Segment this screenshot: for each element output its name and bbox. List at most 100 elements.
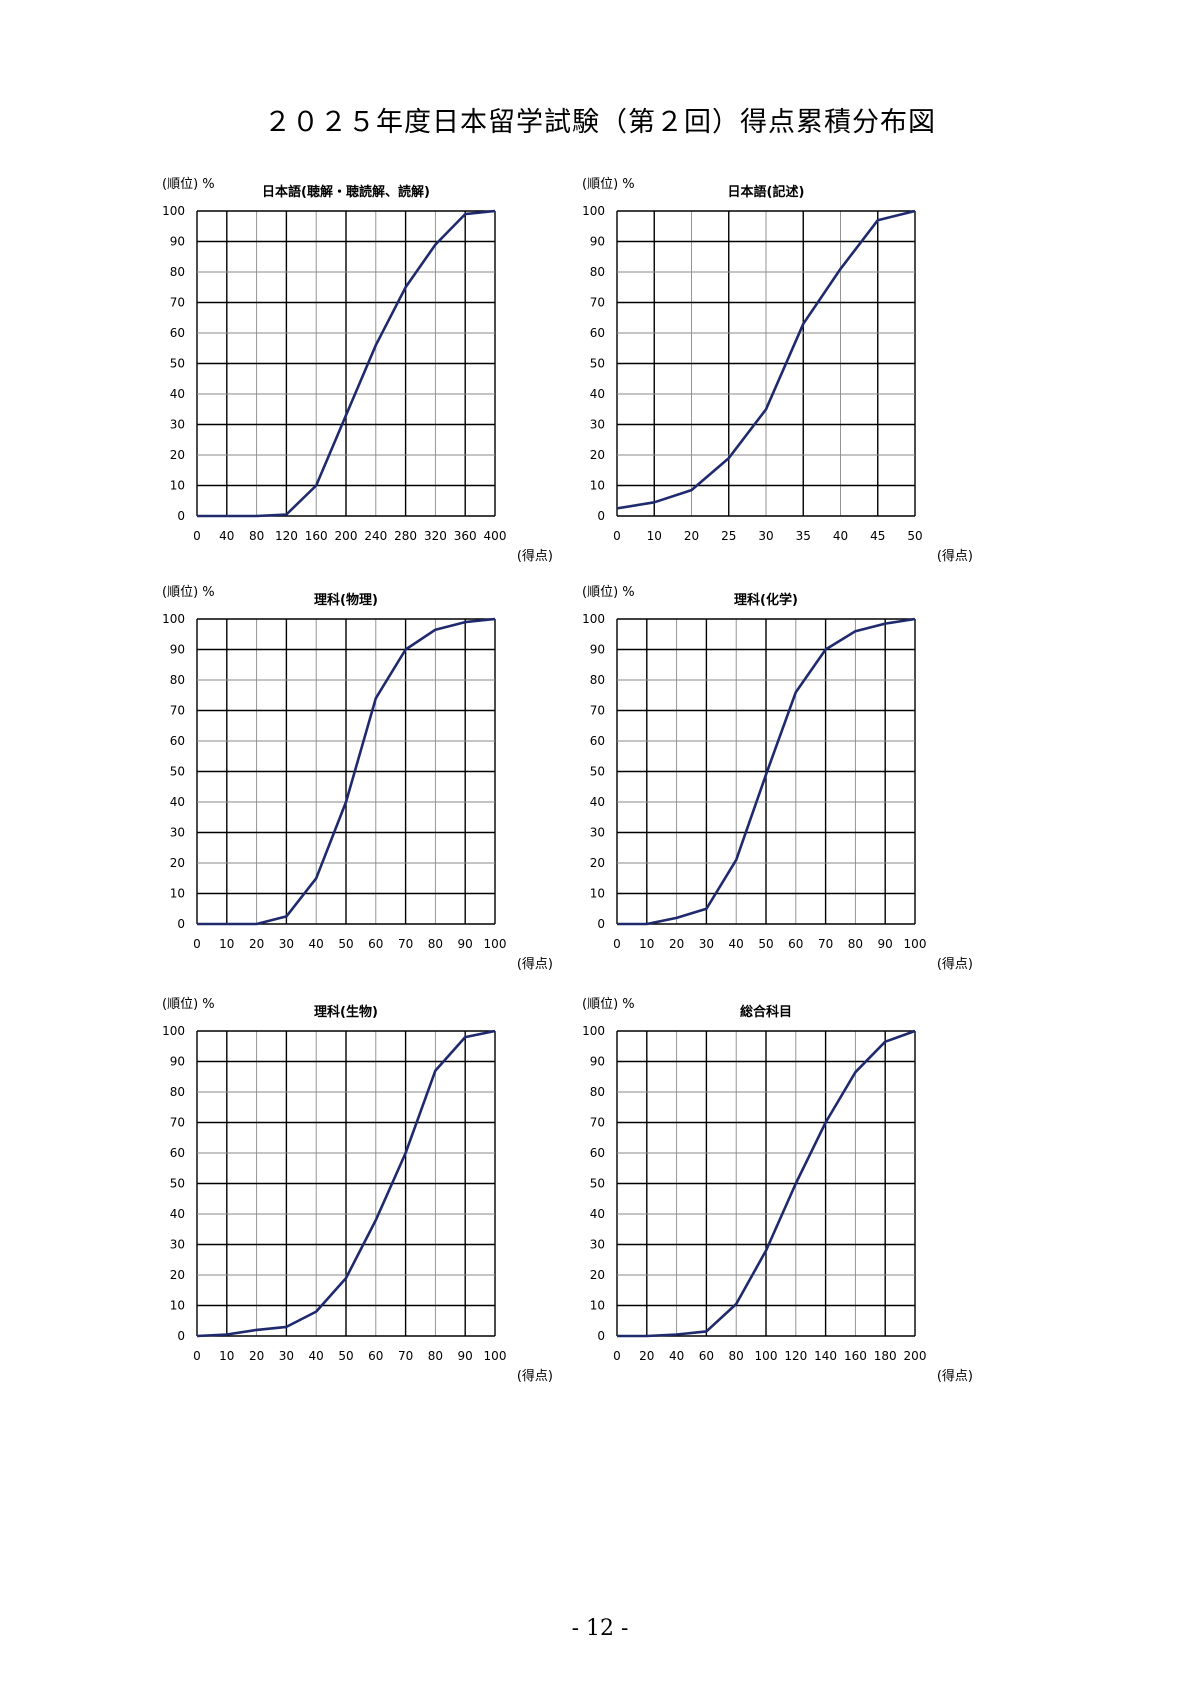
chart-general-subjects: 0 10 20 30 40 50 60 70 80 90 100 0 20 40 60 80 100 120 140… [582, 996, 1052, 1426]
y-tick-label: 0 [597, 509, 605, 523]
y-tick-label: 20 [170, 1268, 185, 1282]
y-tick-label: 60 [590, 734, 605, 748]
x-tick-label: 120 [784, 1349, 807, 1363]
x-tick-label: 80 [729, 1349, 744, 1363]
y-tick-label: 80 [590, 1085, 605, 1099]
y-tick-label: 50 [590, 765, 605, 779]
x-tick-label: 70 [398, 937, 413, 951]
y-tick-label: 0 [597, 1329, 605, 1343]
y-tick-label: 0 [177, 1329, 185, 1343]
x-tick-label: 90 [878, 937, 893, 951]
cumulative-series-line [617, 617, 916, 926]
y-tick-label: 10 [590, 479, 605, 493]
x-axis-label: (得点) [937, 1368, 973, 1384]
x-tick-label: 60 [699, 1349, 714, 1363]
y-tick-label: 80 [590, 265, 605, 279]
y-tick-label: 80 [170, 673, 185, 687]
y-tick-label: 50 [170, 765, 185, 779]
x-tick-label: 200 [335, 529, 358, 543]
cumulative-distribution-chart: 0 10 20 30 40 50 60 70 80 90 100 0 10 20 30 40 50 60 70 80 9… [162, 997, 553, 1384]
y-tick-label: 40 [590, 795, 605, 809]
chart-title: 日本語(聴解・聴読解、読解) [262, 184, 430, 200]
y-tick-label: 20 [590, 1268, 605, 1282]
y-tick-label: 50 [590, 357, 605, 371]
page-title: ２０２５年度日本留学試験（第２回）得点累積分布図 [264, 107, 936, 138]
y-tick-label: 40 [170, 795, 185, 809]
cumulative-distribution-chart: 0 10 20 30 40 50 60 70 80 90 100 0 10 20 25 30 35 40 45 50 (… [582, 177, 973, 564]
x-axis-label: (得点) [937, 956, 973, 972]
chart-title: 理科(物理) [314, 592, 378, 608]
y-tick-label: 30 [590, 1238, 605, 1252]
x-tick-label: 30 [279, 1349, 294, 1363]
x-tick-label: 10 [219, 1349, 234, 1363]
y-tick-label: 50 [170, 357, 185, 371]
cumulative-distribution-chart: 0 10 20 30 40 50 60 70 80 90 100 0 40 80 120 160 200 240 2… [162, 177, 553, 564]
x-tick-label: 50 [758, 937, 773, 951]
y-tick-label: 60 [170, 326, 185, 340]
x-tick-label: 40 [309, 1349, 324, 1363]
y-tick-label: 50 [590, 1177, 605, 1191]
y-tick-label: 60 [170, 1146, 185, 1160]
x-tick-label: 100 [484, 937, 507, 951]
y-tick-label: 40 [170, 387, 185, 401]
x-tick-label: 90 [458, 937, 473, 951]
x-tick-label: 400 [484, 529, 507, 543]
x-tick-label: 50 [338, 937, 353, 951]
x-tick-label: 10 [647, 529, 662, 543]
x-tick-label: 180 [874, 1349, 897, 1363]
x-tick-label: 40 [833, 529, 848, 543]
y-tick-label: 30 [170, 418, 185, 432]
x-axis-label: (得点) [937, 548, 973, 564]
x-tick-label: 60 [368, 937, 383, 951]
y-tick-label: 10 [170, 887, 185, 901]
x-tick-label: 60 [368, 1349, 383, 1363]
y-tick-label: 70 [170, 704, 185, 718]
y-axis-label: (順位) % [162, 177, 215, 192]
x-axis-label: (得点) [517, 1368, 553, 1384]
x-tick-label: 60 [788, 937, 803, 951]
x-tick-label: 90 [458, 1349, 473, 1363]
x-tick-label: 45 [870, 529, 885, 543]
y-tick-label: 60 [590, 1146, 605, 1160]
x-tick-label: 360 [454, 529, 477, 543]
y-tick-label: 40 [590, 1207, 605, 1221]
chart-title: 日本語(記述) [728, 184, 805, 200]
x-tick-label: 40 [729, 937, 744, 951]
x-tick-label: 140 [814, 1349, 837, 1363]
chart-biology: 0 10 20 30 40 50 60 70 80 90 100 0 10 20 30 40 50 60 70 80 9… [162, 996, 632, 1426]
x-tick-label: 240 [364, 529, 387, 543]
cumulative-series-line [616, 209, 916, 510]
x-tick-label: 200 [904, 1349, 927, 1363]
y-tick-label: 40 [170, 1207, 185, 1221]
x-tick-label: 30 [699, 937, 714, 951]
y-tick-label: 100 [162, 204, 185, 218]
x-tick-label: 25 [721, 529, 736, 543]
page-number: - 12 - [571, 1616, 629, 1641]
x-tick-label: 0 [613, 1349, 621, 1363]
y-tick-label: 20 [170, 856, 185, 870]
x-tick-label: 70 [818, 937, 833, 951]
y-tick-label: 90 [170, 1055, 185, 1069]
x-tick-label: 35 [796, 529, 811, 543]
y-tick-label: 100 [162, 1024, 185, 1038]
x-tick-label: 0 [613, 937, 621, 951]
y-axis-label: (順位) % [162, 997, 215, 1012]
x-tick-label: 80 [848, 937, 863, 951]
y-tick-label: 0 [177, 509, 185, 523]
x-tick-label: 30 [758, 529, 773, 543]
x-tick-label: 10 [639, 937, 654, 951]
x-tick-label: 20 [249, 937, 264, 951]
x-tick-label: 30 [279, 937, 294, 951]
x-tick-label: 100 [904, 937, 927, 951]
cumulative-distribution-chart: 0 10 20 30 40 50 60 70 80 90 100 0 10 20 30 40 50 60 70 80 9… [582, 585, 973, 972]
y-tick-label: 100 [582, 612, 605, 626]
y-tick-label: 50 [170, 1177, 185, 1191]
y-tick-label: 10 [590, 1299, 605, 1313]
y-tick-label: 30 [170, 826, 185, 840]
y-tick-label: 70 [590, 1116, 605, 1130]
chart-title: 理科(生物) [314, 1004, 378, 1020]
x-tick-label: 0 [193, 529, 201, 543]
x-axis-label: (得点) [517, 956, 553, 972]
x-axis-label: (得点) [517, 548, 553, 564]
y-tick-label: 100 [582, 1024, 605, 1038]
